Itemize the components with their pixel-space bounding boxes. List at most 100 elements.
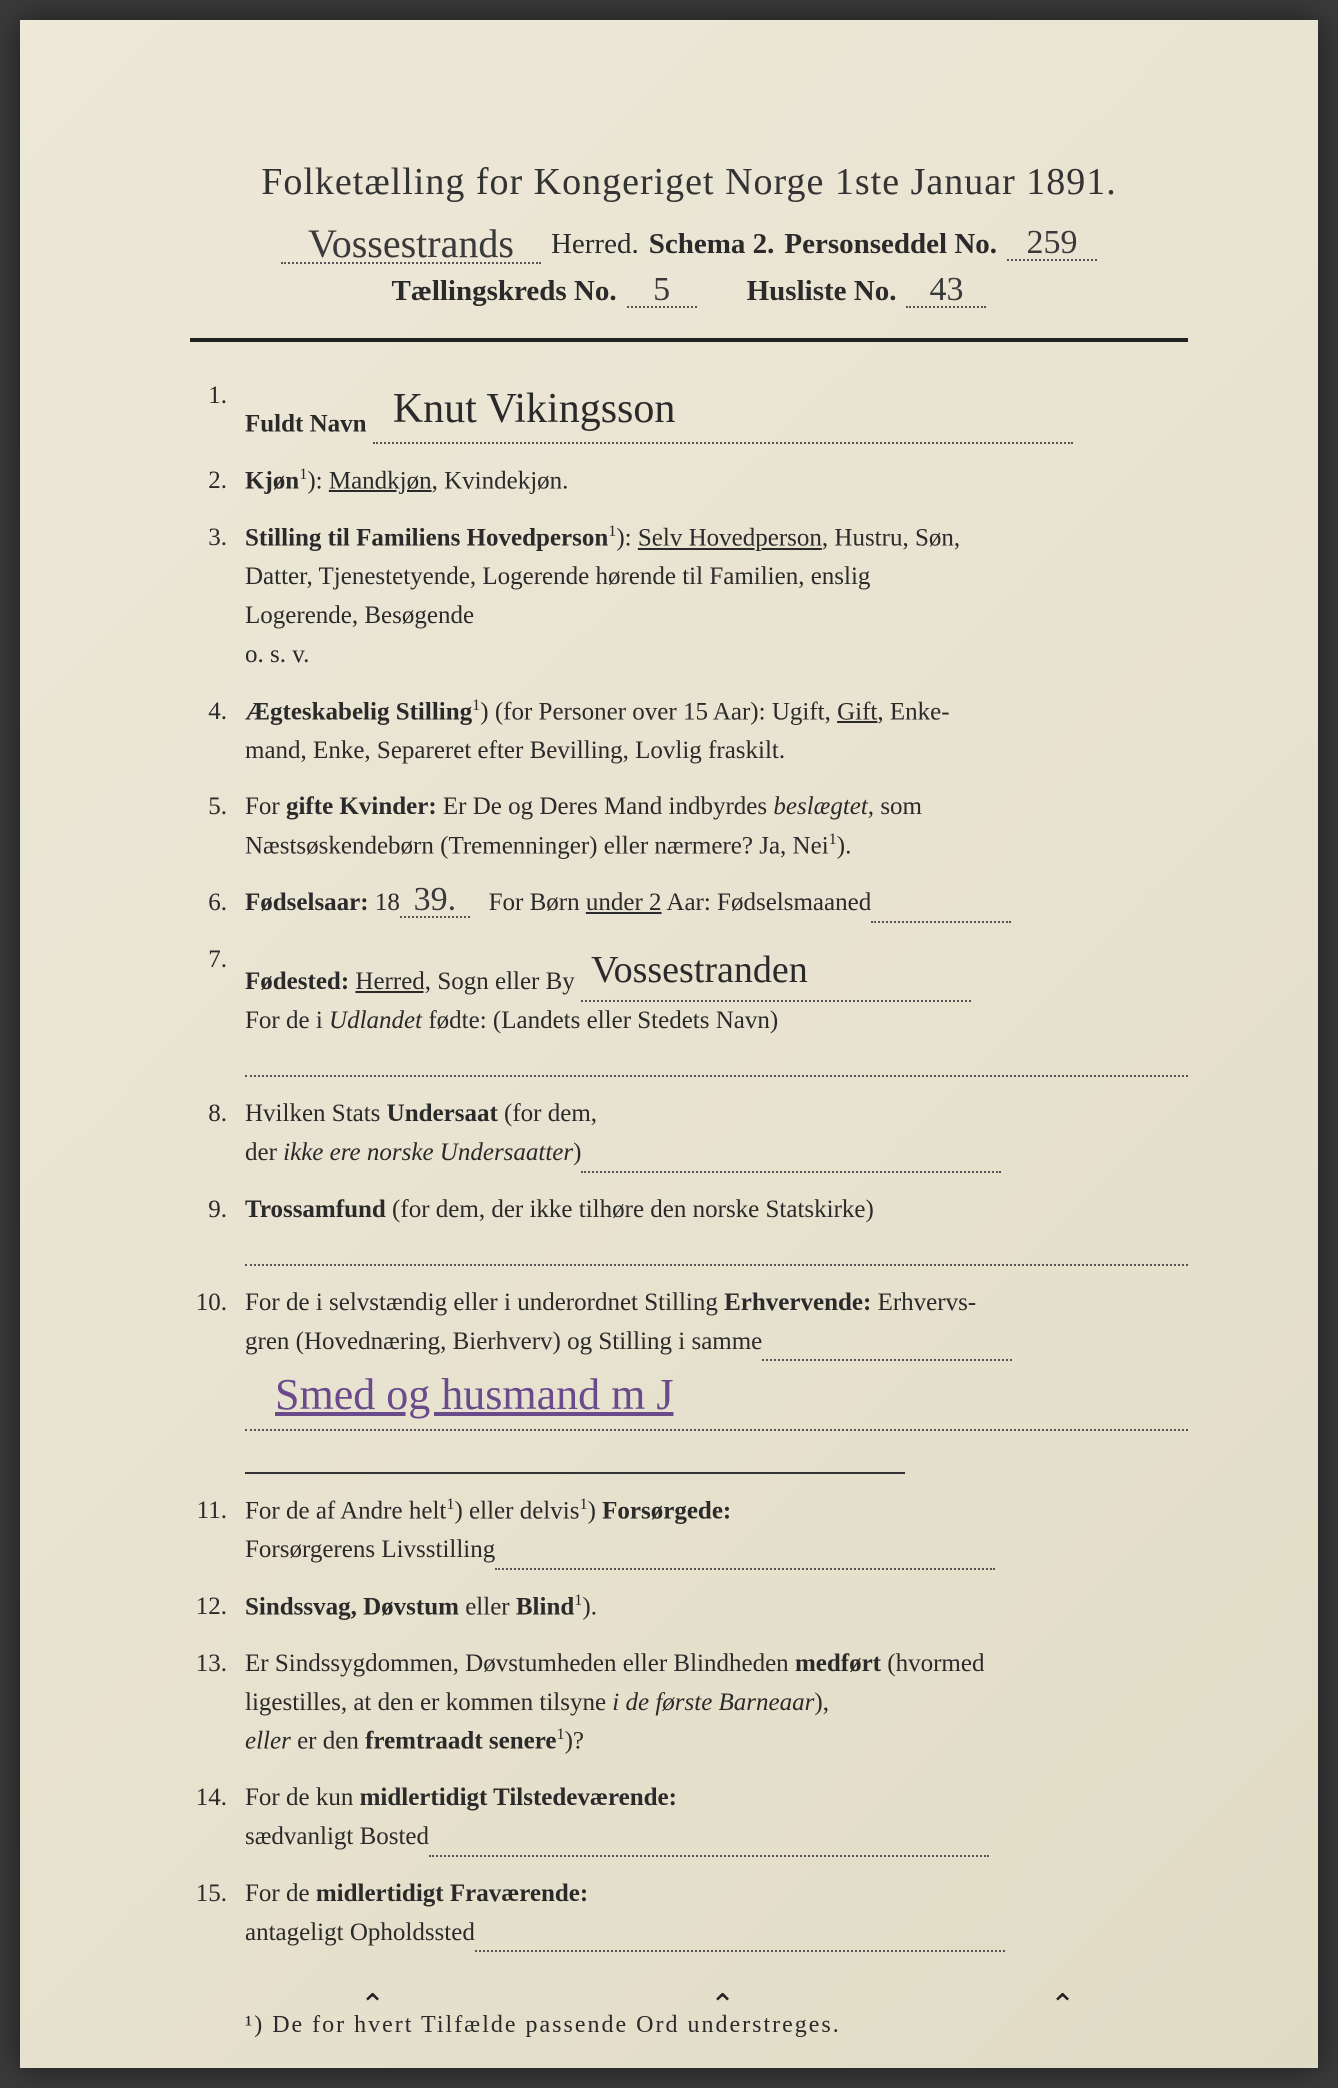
entry-14-1b: midlertidigt Tilstedeværende:	[360, 1784, 677, 1811]
entry-1-num: 1.	[190, 377, 245, 416]
entry-13-num: 13.	[190, 1645, 245, 1684]
entry-6-label: Fødselsaar:	[245, 889, 369, 916]
entry-8-1a: Hvilken Stats	[245, 1100, 387, 1127]
entry-14-1a: For de kun	[245, 1784, 360, 1811]
census-form-page: Folketælling for Kongeriget Norge 1ste J…	[20, 20, 1318, 2068]
entry-12: 12. Sindssvag, Døvstum eller Blind1).	[190, 1588, 1188, 1627]
header-line-3: Tællingskreds No. 5 Husliste No. 43	[190, 275, 1188, 308]
tkreds-label: Tællingskreds No.	[392, 275, 617, 308]
tkreds-value: 5	[627, 275, 697, 308]
entry-5-line2: Næstsøskendebørn (Tremenninger) eller næ…	[245, 832, 829, 859]
entry-5-pre: For	[245, 793, 286, 820]
binding-mark-2: ⌃	[710, 1988, 735, 2023]
entry-4-sel: Gift	[837, 698, 877, 725]
entry-8-1b: Undersaat	[387, 1100, 498, 1127]
entry-13-3a: eller	[245, 1728, 291, 1755]
entry-13-2b: i de første Barneaar	[612, 1689, 814, 1716]
entry-3-rest1: , Hustru, Søn,	[822, 525, 960, 552]
entry-2-label: Kjøn	[245, 467, 299, 494]
entry-7-line2ital: Udlandet	[329, 1007, 422, 1034]
herred-value: Vossestrands	[281, 226, 541, 264]
entry-7-line2pre: For de i	[245, 1007, 329, 1034]
entry-5-rest2: som	[874, 793, 922, 820]
entry-1: 1. Fuldt Navn Knut Vikingsson	[190, 377, 1188, 444]
entry-8-2b: ikke ere norske Undersaatter	[283, 1139, 573, 1166]
entry-1-label: Fuldt Navn	[245, 410, 367, 437]
entry-9-blank	[245, 1233, 1188, 1266]
entry-4: 4. Ægteskabelig Stilling1) (for Personer…	[190, 693, 1188, 771]
entry-3-line4: o. s. v.	[245, 641, 309, 668]
entry-3-line2: Datter, Tjenestetyende, Logerende hørend…	[245, 563, 870, 590]
entry-2-opt2: Kvindekjøn.	[444, 467, 568, 494]
header-line-2: Vossestrands Herred. Schema 2. Personsed…	[190, 222, 1188, 261]
entry-15-1a: For de	[245, 1880, 316, 1907]
entry-3-selected: Selv Hovedperson	[638, 525, 822, 552]
entry-8-1c: (for dem,	[498, 1100, 597, 1127]
page-title: Folketælling for Kongeriget Norge 1ste J…	[190, 160, 1188, 204]
entry-10-num: 10.	[190, 1284, 245, 1323]
entry-9-rest: (for dem, der ikke tilhøre den norske St…	[386, 1196, 874, 1223]
entry-9-label: Trossamfund	[245, 1196, 386, 1223]
entry-6-rest: Aar: Fødselsmaaned	[662, 889, 872, 916]
entry-13-3b: er den	[291, 1728, 365, 1755]
entry-15-1b: midlertidigt Fraværende:	[316, 1880, 588, 1907]
entry-8-2a: der	[245, 1139, 283, 1166]
entry-15: 15. For de midlertidigt Fraværende: anta…	[190, 1875, 1188, 1953]
husliste-label: Husliste No.	[747, 275, 897, 308]
entry-7-label: Fødested:	[245, 968, 349, 995]
entry-6-mid: For Børn	[489, 889, 586, 916]
entry-11-num: 11.	[190, 1492, 245, 1531]
entry-10-1c: Erhvervs-	[871, 1289, 976, 1316]
personseddel-label: Personseddel No.	[784, 228, 997, 261]
binding-mark-3: ⌃	[1050, 1988, 1075, 2023]
herred-label: Herred.	[551, 228, 639, 261]
entry-10-line2: gren (Hovednæring, Bierhverv) og Stillin…	[245, 1328, 762, 1355]
entry-2: 2. Kjøn1): Mandkjøn, Kvindekjøn.	[190, 462, 1188, 501]
entry-5-ital: beslægtet,	[773, 793, 874, 820]
entry-3: 3. Stilling til Familiens Hovedperson1):…	[190, 519, 1188, 674]
entry-8-num: 8.	[190, 1095, 245, 1134]
entry-7-blank	[245, 1045, 1188, 1078]
entry-12-text2: Blind	[516, 1593, 574, 1620]
entry-11-line2: Forsørgerens Livsstilling	[245, 1536, 495, 1563]
entry-13-2c: ),	[814, 1689, 829, 1716]
entry-3-num: 3.	[190, 519, 245, 558]
entry-2-num: 2.	[190, 462, 245, 501]
entry-4-num: 4.	[190, 693, 245, 732]
entry-7: 7. Fødested: Herred, Sogn eller By Vosse…	[190, 941, 1188, 1077]
binding-mark-1: ⌃	[360, 1988, 385, 2023]
schema-label: Schema 2.	[649, 228, 775, 261]
entry-7-rest: Sogn eller By	[431, 968, 575, 995]
entry-6: 6. Fødselsaar: 1839. For Børn under 2 Aa…	[190, 884, 1188, 923]
entry-11-1c: Forsørgede:	[602, 1497, 731, 1524]
personseddel-value: 259	[1007, 228, 1097, 261]
entry-12-text: Sindssvag, Døvstum	[245, 1593, 459, 1620]
entry-13: 13. Er Sindssygdommen, Døvstumheden elle…	[190, 1645, 1188, 1762]
entry-4-label: Ægteskabelig Stilling	[245, 698, 472, 725]
entry-3-line3: Logerende, Besøgende	[245, 602, 474, 629]
entry-7-value: Vossestranden	[591, 941, 808, 1000]
entry-2-opt1: Mandkjøn	[329, 467, 432, 494]
entry-6-prefix: 18	[375, 889, 400, 916]
entry-11: 11. For de af Andre helt1) eller delvis1…	[190, 1492, 1188, 1570]
entry-4-mid: (for Personer over 15 Aar): Ugift,	[489, 698, 838, 725]
entry-9-num: 9.	[190, 1191, 245, 1230]
entry-11-1a: For de af Andre helt	[245, 1497, 446, 1524]
entry-5-bold: gifte Kvinder:	[286, 793, 437, 820]
entry-7-num: 7.	[190, 941, 245, 980]
entry-12-rest: eller	[459, 1593, 516, 1620]
entry-14: 14. For de kun midlertidigt Tilstedevære…	[190, 1779, 1188, 1857]
entry-9: 9. Trossamfund (for dem, der ikke tilhør…	[190, 1191, 1188, 1266]
entry-6-num: 6.	[190, 884, 245, 923]
entry-10-1a: For de i selvstændig eller i underordnet…	[245, 1289, 724, 1316]
entry-13-2a: ligestilles, at den er kommen tilsyne	[245, 1689, 612, 1716]
entry-14-line2: sædvanligt Bosted	[245, 1823, 429, 1850]
entry-5: 5. For gifte Kvinder: Er De og Deres Man…	[190, 788, 1188, 866]
entry-6-year: 39.	[400, 885, 470, 918]
entry-5-num: 5.	[190, 788, 245, 827]
entry-10-1b: Erhvervende:	[724, 1289, 871, 1316]
entry-11-1b: eller delvis	[463, 1497, 580, 1524]
entry-13-1c: (hvormed	[881, 1650, 984, 1677]
entry-7-sel: Herred,	[355, 968, 431, 995]
entry-10: 10. For de i selvstændig eller i underor…	[190, 1284, 1188, 1474]
